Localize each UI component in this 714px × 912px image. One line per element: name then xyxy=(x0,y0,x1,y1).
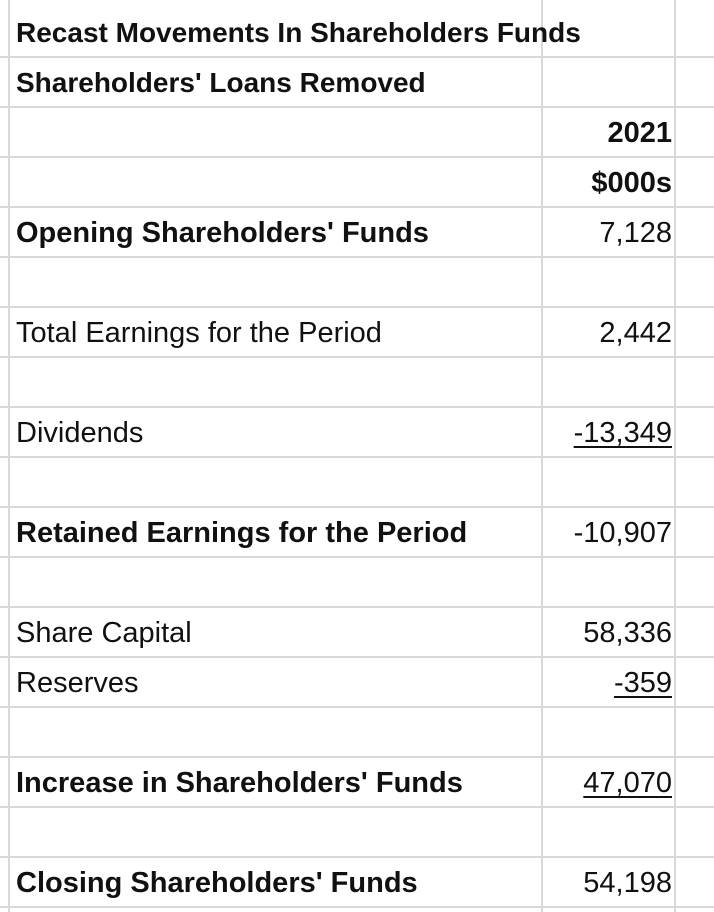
year-header: 2021 xyxy=(607,117,672,149)
retained-earnings-value: -10,907 xyxy=(573,517,672,549)
grid-row xyxy=(0,658,714,708)
grid-row xyxy=(0,758,714,808)
sheet-title: Recast Movements In Shareholders Funds xyxy=(16,17,581,48)
grid-row xyxy=(0,858,714,908)
sheet-subtitle: Shareholders' Loans Removed xyxy=(16,67,426,98)
grid-row xyxy=(0,508,714,558)
grid-row xyxy=(0,608,714,658)
grid-row xyxy=(0,258,714,308)
grid-row xyxy=(0,708,714,758)
closing-funds-label: Closing Shareholders' Funds xyxy=(16,867,418,899)
grid-row xyxy=(0,458,714,508)
reserves-label: Reserves xyxy=(16,667,139,699)
reserves-value: -359 xyxy=(613,667,672,699)
closing-funds-value: 54,198 xyxy=(583,867,672,899)
grid-row xyxy=(0,158,714,208)
increase-funds-label: Increase in Shareholders' Funds xyxy=(16,767,463,799)
grid-row xyxy=(0,8,714,58)
grid-row xyxy=(0,308,714,358)
dividends-value: -13,349 xyxy=(573,417,672,449)
opening-funds-value: 7,128 xyxy=(599,217,672,249)
grid-row xyxy=(0,558,714,608)
grid-row xyxy=(0,808,714,858)
grid-row xyxy=(0,58,714,108)
total-earnings-value: 2,442 xyxy=(599,317,672,349)
share-capital-value: 58,336 xyxy=(583,617,672,649)
grid-row xyxy=(0,408,714,458)
opening-funds-label: Opening Shareholders' Funds xyxy=(16,217,429,249)
dividends-label: Dividends xyxy=(16,417,144,449)
total-earnings-label: Total Earnings for the Period xyxy=(16,317,382,349)
share-capital-label: Share Capital xyxy=(16,617,192,649)
grid-row xyxy=(0,358,714,408)
grid-row xyxy=(0,208,714,258)
unit-header: $000s xyxy=(591,167,672,199)
retained-earnings-label: Retained Earnings for the Period xyxy=(16,517,468,549)
increase-funds-value: 47,070 xyxy=(583,767,672,799)
grid-row xyxy=(0,108,714,158)
